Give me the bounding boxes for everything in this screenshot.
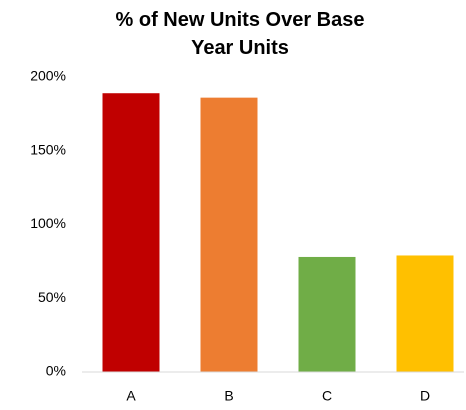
- x-tick-label: A: [126, 388, 136, 404]
- y-tick-label: 0%: [46, 363, 66, 379]
- bar: [200, 97, 258, 373]
- y-tick-label: 100%: [30, 215, 66, 231]
- bar: [396, 255, 454, 372]
- bar: [102, 93, 160, 372]
- x-tick-label: B: [224, 388, 233, 404]
- y-tick-label: 150%: [30, 141, 66, 157]
- y-tick-label: 50%: [38, 289, 66, 305]
- x-tick-label: C: [322, 388, 332, 404]
- chart-title: % of New Units Over Base Year Units: [115, 9, 365, 59]
- x-tick-label: D: [420, 388, 430, 404]
- y-tick-label: 200%: [30, 68, 66, 84]
- bar: [298, 256, 356, 372]
